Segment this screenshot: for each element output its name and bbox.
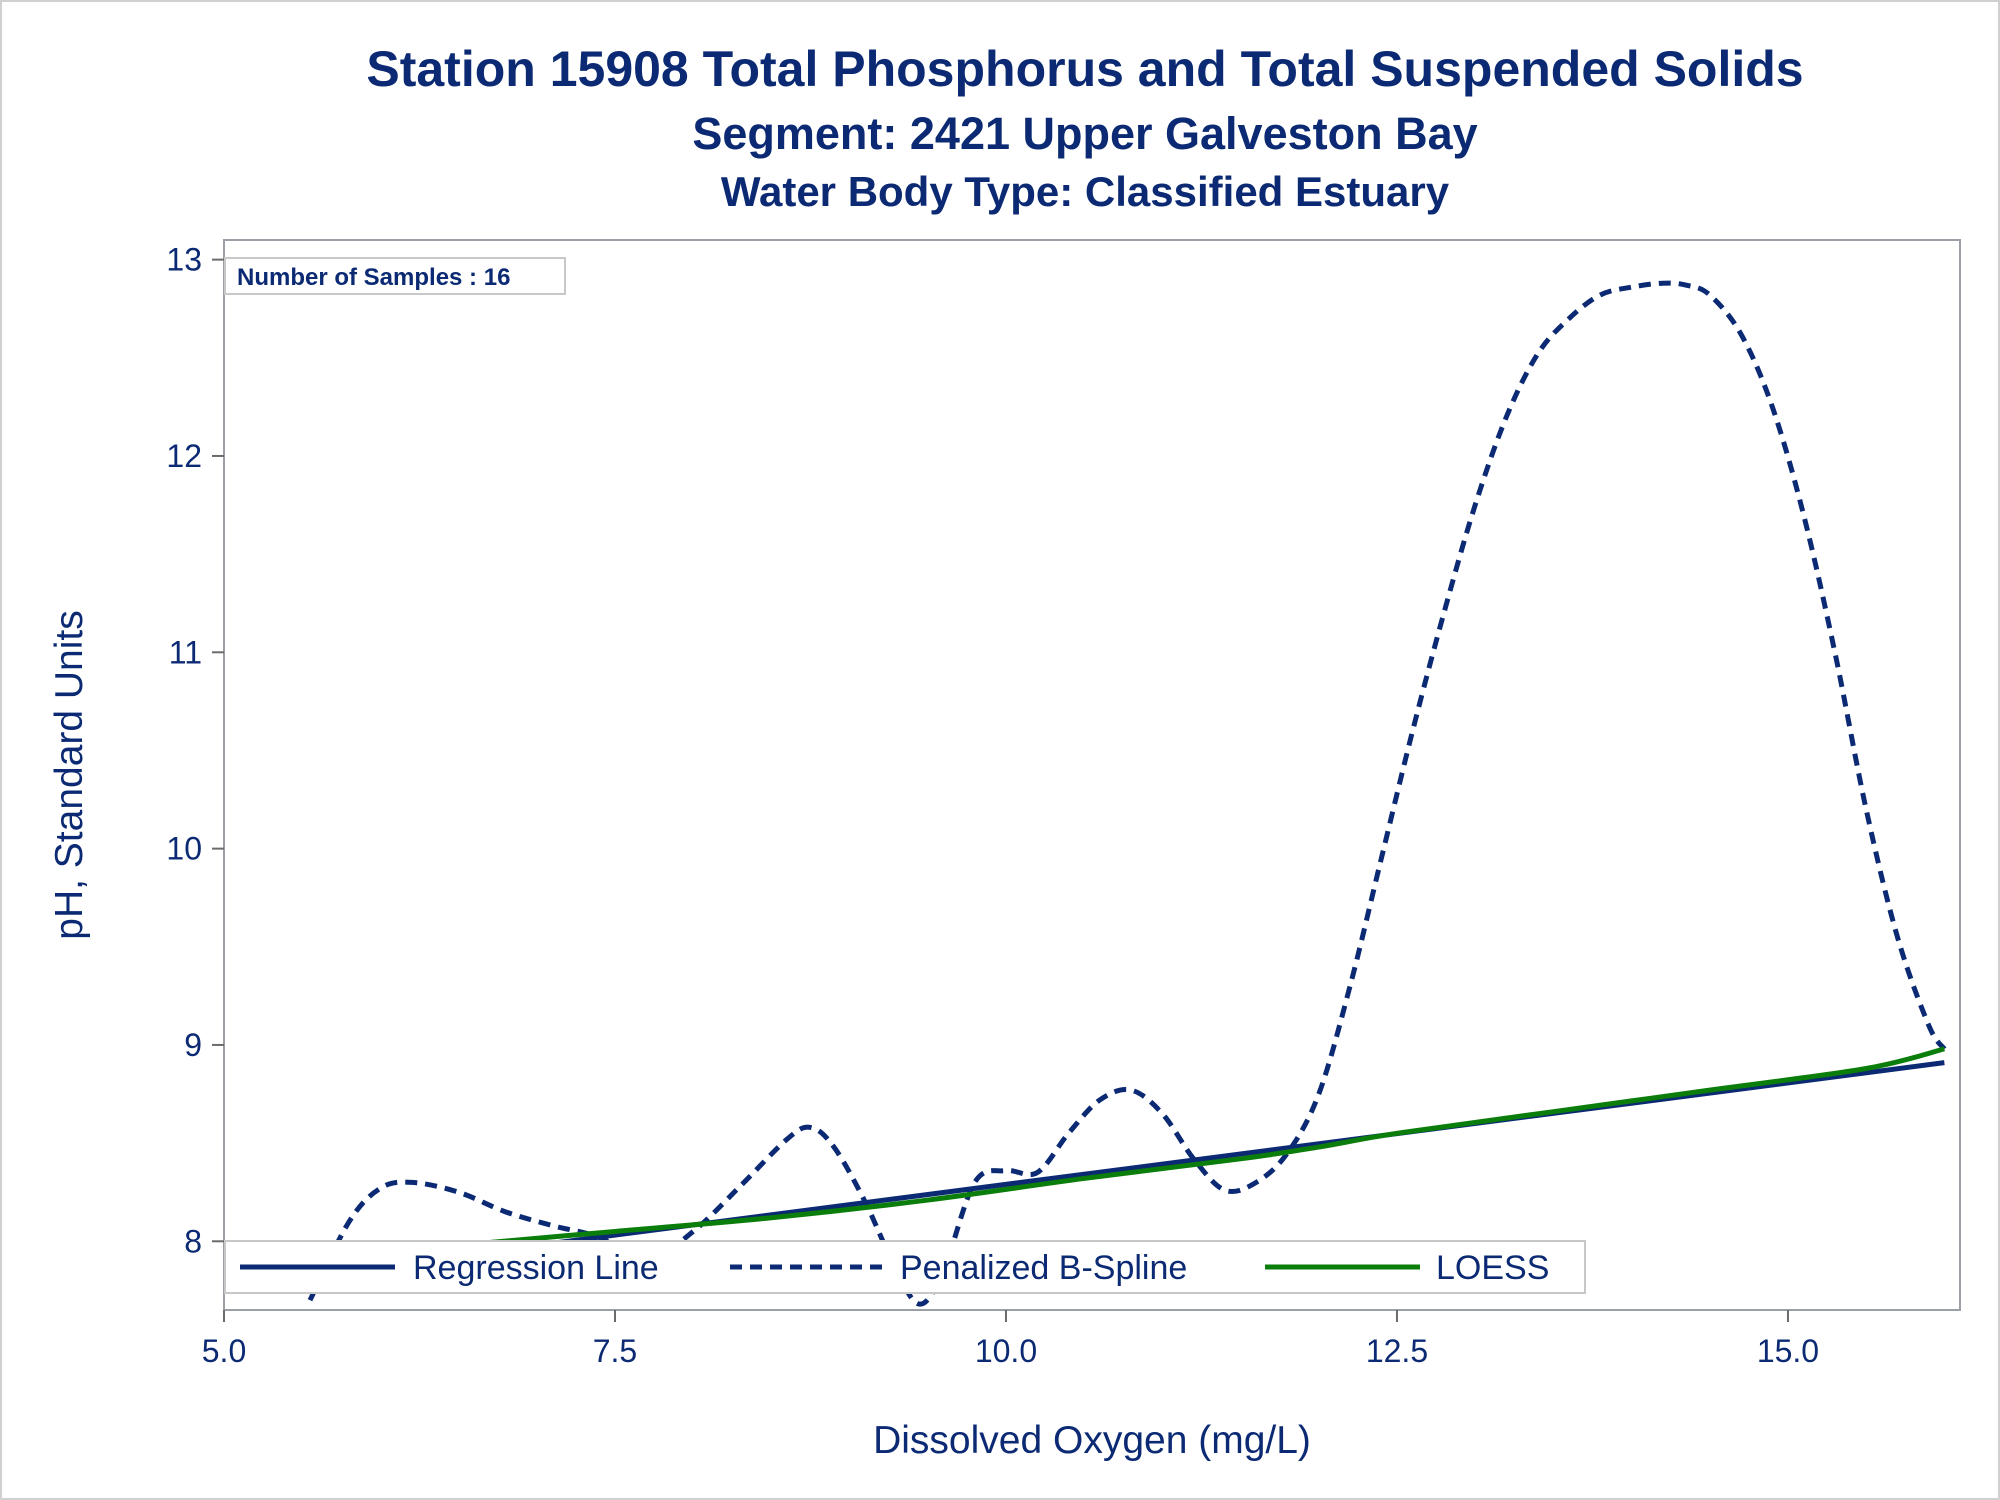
chart-subtitle-2: Water Body Type: Classified Estuary [720,168,1450,215]
x-tick-label: 12.5 [1366,1333,1428,1369]
inset-text: Number of Samples : 16 [237,264,510,291]
y-tick-label: 12 [166,438,202,474]
inset-box [224,257,566,295]
legend: Regression Line Penalized B-Spline LOESS [224,1240,1586,1294]
series-line-regression-line [309,1060,1945,1278]
y-axis-label: pH, Standard Units [48,610,91,940]
chart-title: Station 15908 Total Phosphorus and Total… [366,41,1804,97]
series-line-loess [309,1046,1945,1262]
y-tick-label: 8 [184,1223,202,1259]
x-tick-label: 7.5 [593,1333,637,1369]
sample-count-inset: Number of Samples : 16 [224,257,566,295]
y-tick-label: 9 [184,1027,202,1063]
y-tick-label: 11 [169,634,202,670]
x-axis: 5.0 7.5 10.0 12.5 15.0 [202,1310,1819,1369]
legend-label: Regression Line [413,1249,659,1287]
plot-area [223,239,1961,1311]
legend-label: Penalized B-Spline [900,1249,1187,1287]
y-tick-label: 10 [166,831,202,867]
y-axis: 8 9 10 11 12 13 [166,242,224,1259]
legend-label: LOESS [1436,1249,1549,1287]
series-line-penalized-b-spline [307,280,1947,1307]
y-tick-label: 13 [166,242,202,278]
x-tick-label: 10.0 [975,1333,1037,1369]
series-layer [307,280,1947,1307]
chart-subtitle: Segment: 2421 Upper Galveston Bay [692,108,1478,159]
x-tick-label: 5.0 [202,1333,246,1369]
x-tick-label: 15.0 [1757,1333,1819,1369]
x-axis-label: Dissolved Oxygen (mg/L) [873,1419,1311,1462]
